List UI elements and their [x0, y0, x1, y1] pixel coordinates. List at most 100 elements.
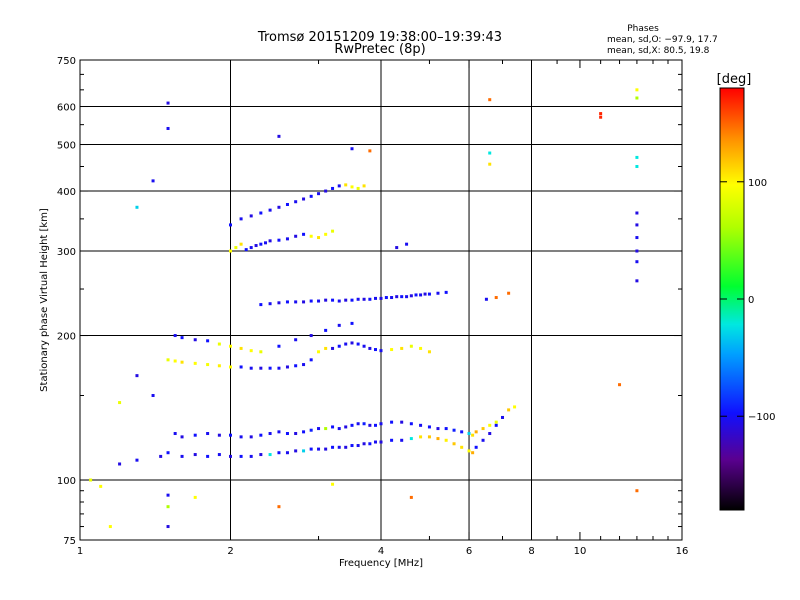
echo-point	[277, 301, 281, 305]
echo-point	[324, 298, 328, 302]
echo-point	[285, 300, 289, 304]
echo-point	[285, 365, 289, 369]
colorbar-ticks: 100 0 −100	[720, 178, 775, 423]
echo-point	[400, 295, 404, 299]
echo-point	[350, 423, 354, 427]
echo-point	[180, 435, 184, 439]
echo-point	[206, 339, 210, 343]
echo-point	[419, 423, 423, 427]
echo-point	[427, 350, 431, 354]
echo-point	[331, 482, 335, 486]
echo-point	[180, 360, 184, 364]
echo-point	[268, 366, 272, 370]
echo-point	[309, 428, 313, 432]
echo-point	[337, 323, 341, 327]
echo-point	[331, 298, 335, 302]
echo-point	[217, 342, 221, 346]
x-axis-label: Frequency [MHz]	[339, 558, 423, 569]
x-tick-label: 16	[676, 546, 689, 557]
echo-point	[239, 454, 243, 458]
echo-point	[409, 437, 413, 441]
echo-point	[317, 447, 321, 451]
echo-point	[374, 296, 378, 300]
echo-point	[249, 435, 253, 439]
echo-point	[206, 432, 210, 436]
echo-point	[259, 433, 263, 437]
phase-stats-o: mean, sd,O: −97.9, 17.7	[607, 35, 718, 45]
echo-point	[277, 451, 281, 455]
echo-point	[344, 425, 348, 429]
echo-point	[324, 232, 328, 236]
echo-point	[302, 197, 306, 201]
echo-point	[494, 296, 498, 300]
echo-point	[374, 423, 378, 427]
echo-point	[259, 350, 263, 354]
echo-point	[193, 453, 197, 457]
echo-point	[368, 423, 372, 427]
echo-point	[384, 296, 388, 300]
echo-point	[400, 346, 404, 350]
echo-point	[151, 394, 155, 398]
echo-point	[488, 162, 492, 166]
echo-point	[317, 350, 321, 354]
x-tick-label: 6	[466, 546, 472, 557]
echo-point	[362, 297, 366, 301]
echo-point	[259, 366, 263, 370]
echo-point	[180, 336, 184, 340]
echo-point	[513, 405, 517, 409]
echo-point	[277, 505, 281, 509]
echo-point	[362, 442, 366, 446]
echo-point	[166, 101, 170, 105]
echo-point	[249, 454, 253, 458]
echo-point	[379, 440, 383, 444]
echo-point	[374, 440, 378, 444]
echo-point	[239, 435, 243, 439]
echo-point	[317, 192, 321, 196]
echo-point	[419, 435, 423, 439]
echo-point	[309, 234, 313, 238]
echo-point	[409, 344, 413, 348]
echo-point	[229, 249, 232, 253]
echo-point	[467, 449, 471, 453]
echo-point	[309, 334, 313, 338]
echo-point	[268, 432, 272, 436]
echo-point	[294, 338, 298, 342]
echo-point	[239, 217, 243, 221]
echo-point	[337, 299, 341, 303]
echo-point	[309, 358, 313, 362]
echo-point	[390, 420, 394, 424]
echo-point	[488, 432, 492, 436]
echo-point	[249, 349, 253, 353]
echo-point	[467, 432, 471, 436]
echo-point	[405, 242, 409, 246]
echo-point	[239, 346, 243, 350]
echo-point	[166, 525, 170, 529]
echo-point	[249, 366, 253, 370]
echo-point	[337, 344, 341, 348]
echo-point	[234, 246, 238, 250]
echo-point	[599, 115, 603, 119]
echo-point	[249, 214, 253, 218]
echo-point	[229, 454, 232, 458]
y-tick-label: 400	[57, 187, 76, 198]
echo-point	[206, 363, 210, 367]
echo-point	[193, 433, 197, 437]
echo-point	[481, 438, 485, 442]
echo-point	[436, 291, 440, 295]
echo-point	[331, 445, 335, 449]
echo-point	[379, 349, 383, 353]
echo-point	[356, 422, 360, 426]
x-tick-label: 10	[574, 546, 587, 557]
echo-point	[285, 202, 289, 206]
echo-point	[501, 415, 505, 419]
echo-point	[173, 432, 177, 436]
y-tick-label: 100	[57, 476, 76, 487]
echo-point	[294, 234, 298, 238]
echo-point	[395, 295, 399, 299]
echo-point	[635, 88, 639, 92]
echo-point	[217, 453, 221, 457]
colorbar-title: [deg]	[717, 72, 752, 87]
echo-point	[277, 430, 281, 434]
echo-point	[135, 205, 139, 209]
echo-point	[302, 430, 306, 434]
